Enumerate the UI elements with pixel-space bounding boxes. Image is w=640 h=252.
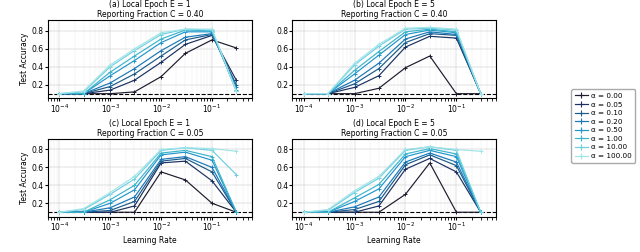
Title: (c) Local Epoch E = 1
Reporting Fraction C = 0.05: (c) Local Epoch E = 1 Reporting Fraction…	[97, 118, 203, 138]
Y-axis label: Test Accuracy: Test Accuracy	[20, 33, 29, 85]
Y-axis label: Test Accuracy: Test Accuracy	[20, 151, 29, 204]
X-axis label: Learning Rate: Learning Rate	[367, 236, 421, 245]
X-axis label: Learning Rate: Learning Rate	[123, 236, 177, 245]
Title: (d) Local Epoch E = 5
Reporting Fraction C = 0.05: (d) Local Epoch E = 5 Reporting Fraction…	[341, 118, 447, 138]
Title: (b) Local Epoch E = 5
Reporting Fraction C = 0.40: (b) Local Epoch E = 5 Reporting Fraction…	[341, 0, 447, 19]
Title: (a) Local Epoch E = 1
Reporting Fraction C = 0.40: (a) Local Epoch E = 1 Reporting Fraction…	[97, 0, 203, 19]
Legend: α = 0.00, α = 0.05, α = 0.10, α = 0.20, α = 0.50, α = 1.00, α = 10.00, α = 100.0: α = 0.00, α = 0.05, α = 0.10, α = 0.20, …	[572, 89, 635, 163]
